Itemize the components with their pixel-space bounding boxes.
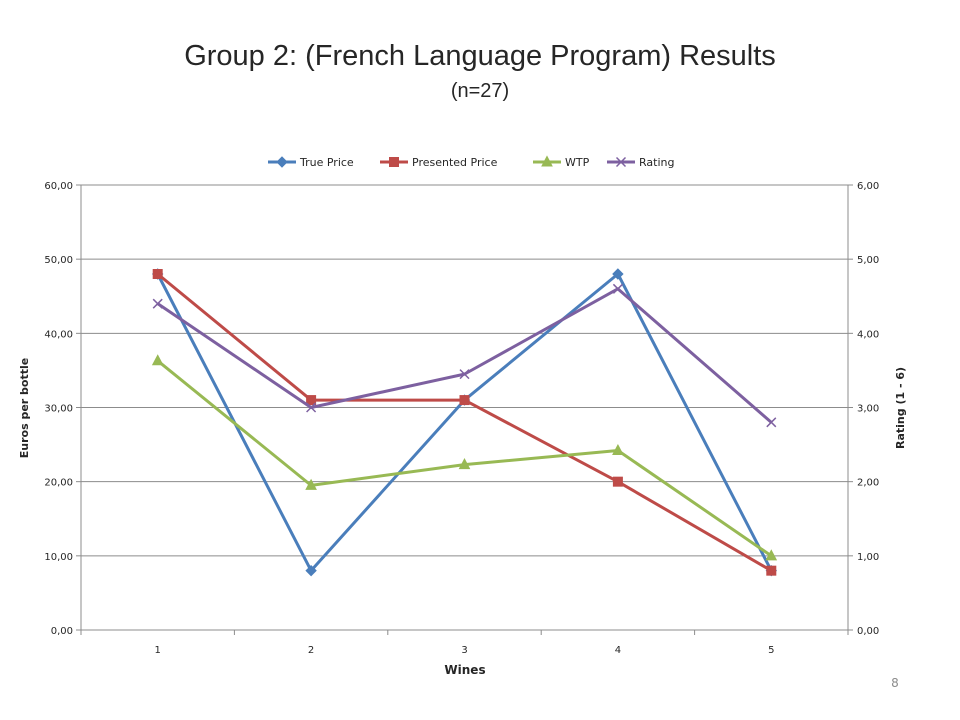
y2-tick-label: 1,00 — [857, 552, 879, 563]
legend-marker — [389, 157, 399, 167]
data-point-true-price — [305, 564, 317, 577]
marker-stroke — [306, 402, 317, 413]
data-point-wtp — [151, 354, 164, 366]
legend-item-rating: Rating — [607, 156, 674, 169]
y-tick-label: 20,00 — [44, 478, 73, 489]
y2-tick-label: 4,00 — [857, 329, 879, 340]
data-point-presented-price — [306, 395, 317, 406]
chart-subtitle: (n=27) — [450, 80, 510, 102]
x-tick-label: 1 — [155, 645, 161, 656]
legend-item-presented-price: Presented Price — [380, 156, 498, 169]
marker-stroke — [615, 156, 627, 168]
y-tick-label: 0,00 — [51, 626, 73, 637]
series-layer — [151, 268, 778, 577]
series-presented-price — [152, 269, 777, 576]
series-line-true-price — [156, 272, 773, 573]
data-point-rating — [459, 369, 470, 380]
chart-title: Group 2: (French Language Program) Resul… — [184, 40, 776, 72]
series-true-price — [151, 268, 778, 577]
y-tick-label: 40,00 — [44, 329, 73, 340]
y2-tick-label: 5,00 — [857, 255, 879, 266]
x-tick-label: 4 — [615, 645, 621, 656]
legend-marker — [276, 156, 288, 168]
legend-label: True Price — [299, 156, 354, 169]
marker-stroke — [766, 417, 777, 428]
x-axis-title: Wines — [444, 663, 485, 677]
y-tick-label: 60,00 — [44, 181, 73, 192]
data-point-wtp — [458, 458, 471, 470]
y-tick-label: 10,00 — [44, 552, 73, 563]
y2-tick-label: 0,00 — [857, 626, 879, 637]
legend-marker — [615, 156, 627, 168]
data-point-rating — [306, 402, 317, 413]
marker-stroke — [459, 369, 470, 380]
marker-stroke — [612, 283, 623, 294]
series-line-presented-price — [156, 272, 773, 572]
y2-tick-label: 3,00 — [857, 404, 879, 415]
y2-tick-label: 2,00 — [857, 478, 879, 489]
data-point-wtp — [612, 443, 624, 456]
secondary-y-axis-title: Rating (1 - 6) — [894, 367, 907, 449]
x-tick-label: 5 — [768, 645, 774, 656]
x-tick-label: 2 — [308, 645, 314, 656]
axes: 0,00 0,00 10,00 1,00 20,00 2,00 30,00 3,00 40,00… — [44, 181, 879, 656]
data-point-presented-price — [612, 476, 623, 487]
gridlines — [81, 184, 848, 631]
legend-item-wtp: WTP — [533, 155, 590, 169]
x-tick-label: 3 — [461, 645, 467, 656]
y2-tick-label: 6,00 — [857, 181, 879, 192]
data-point-presented-price — [766, 565, 777, 576]
legend: True Price Presented Price WTP Rating — [268, 155, 674, 169]
data-point-wtp — [765, 549, 778, 561]
y-axis-title: Euros per bottle — [18, 358, 31, 458]
data-point-true-price — [612, 268, 624, 280]
legend-marker — [541, 155, 553, 167]
y-tick-label: 30,00 — [44, 404, 73, 415]
data-point-rating — [766, 417, 777, 428]
y-tick-label: 50,00 — [44, 255, 73, 266]
data-point-rating — [152, 298, 163, 309]
data-point-presented-price — [459, 395, 470, 406]
marker-stroke — [152, 298, 163, 309]
data-point-rating — [612, 283, 623, 294]
series-wtp — [151, 354, 778, 561]
data-point-presented-price — [152, 269, 163, 279]
slide-number: 8 — [891, 676, 899, 690]
legend-label: Presented Price — [412, 156, 498, 169]
data-point-wtp — [305, 478, 317, 490]
series-rating — [152, 283, 777, 428]
legend-label: WTP — [565, 156, 590, 169]
legend-label: Rating — [639, 156, 674, 169]
legend-item-true-price: True Price — [268, 156, 354, 169]
